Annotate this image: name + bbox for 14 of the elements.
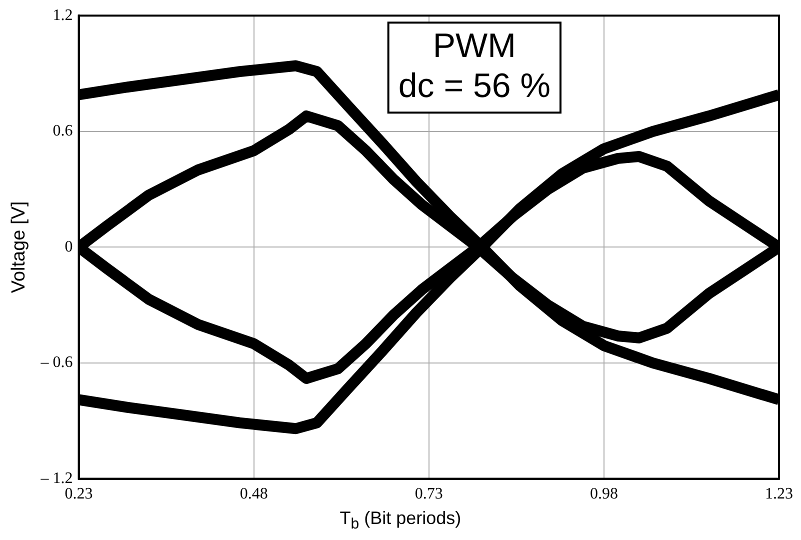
x-tick-label: 0.73: [414, 486, 443, 503]
y-tick-label: – 0.6: [40, 354, 73, 372]
y-axis-title: Voltage [V]: [8, 201, 30, 294]
x-axis-title: T$_{b}$ (Bit periods): [338, 508, 462, 533]
annotation: dc = 56 %: [398, 66, 550, 105]
y-tick-label: – 1.2: [40, 470, 73, 488]
y-tick-label: 0: [64, 238, 73, 256]
x-tick-label: 0.23: [64, 486, 93, 503]
x-tick-label: 1.23: [765, 486, 793, 503]
x-tick-label: 0.48: [240, 486, 268, 503]
y-tick-label: 1.2: [52, 6, 73, 24]
y-tick-label: 0.6: [52, 122, 73, 140]
annotation: PWM: [432, 26, 516, 65]
x-tick-label: 0.98: [590, 486, 618, 503]
